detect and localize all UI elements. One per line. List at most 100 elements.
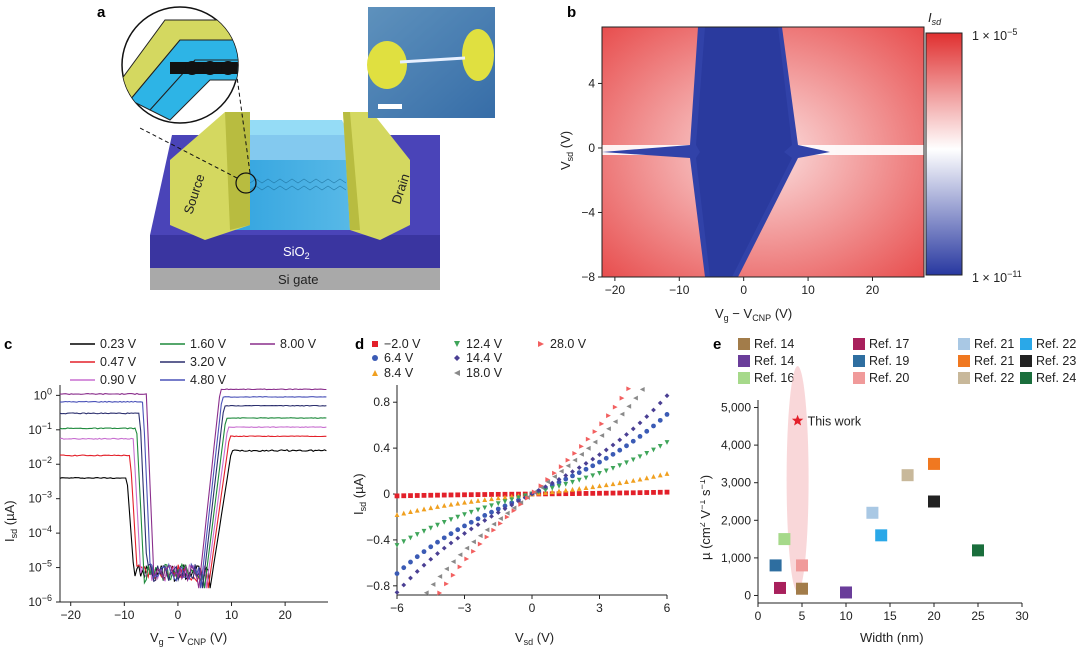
c-series-line [59, 404, 327, 589]
d-data-point [475, 507, 481, 513]
d-data-point [630, 457, 636, 463]
d-data-point [590, 473, 596, 479]
d-data-point [583, 461, 589, 466]
panel-label-b: b [567, 4, 577, 21]
d-xtick-label: −6 [390, 601, 404, 615]
e-data-point [928, 457, 940, 470]
d-data-point [444, 566, 449, 572]
e-data-point [928, 495, 940, 508]
this-work-highlight [786, 366, 809, 592]
this-work-star [791, 414, 804, 426]
d-data-point [462, 499, 467, 505]
e-legend-swatch [958, 372, 970, 384]
d-data-point [633, 395, 638, 401]
d-data-point [599, 421, 605, 427]
d-data-point [563, 491, 569, 497]
d-data-point [606, 426, 611, 432]
d-data-point [597, 470, 602, 476]
d-ytick-label: −0.8 [366, 579, 390, 593]
c-series-line [59, 396, 327, 589]
d-data-point [468, 519, 474, 525]
d-data-point [630, 438, 636, 444]
d-data-point [394, 543, 400, 548]
e-legend-label: Ref. 24 [1036, 371, 1076, 385]
d-data-point [435, 504, 440, 509]
d-xtick-label: 3 [596, 601, 603, 615]
d-data-point [619, 395, 625, 401]
d-data-point [401, 582, 407, 588]
d-legend-marker [372, 370, 378, 376]
d-data-point [576, 470, 582, 476]
transfer-curves-chart: 0.23 V 0.47 V 0.90 V 1.60 V 3.20 V 4.80 V 8.00… [2, 337, 328, 647]
d-data-point [617, 480, 623, 486]
zoom-marker [235, 172, 257, 194]
e-legend-swatch [1020, 338, 1032, 350]
d-data-point [448, 517, 454, 523]
e-ytick-label: 5,000 [721, 401, 751, 415]
d-data-point [570, 479, 575, 485]
d-data-point [491, 521, 497, 527]
d-data-point [651, 490, 656, 495]
d-data-point [509, 497, 515, 503]
d-data-point [455, 492, 461, 498]
d-data-point [489, 514, 494, 519]
d-data-point [462, 492, 467, 498]
c-series-line [60, 388, 327, 589]
d-data-point [504, 510, 510, 516]
e-data-point [774, 581, 786, 594]
d-data-point [603, 447, 609, 453]
d-legend-marker [454, 370, 460, 376]
d-data-point [590, 484, 596, 490]
d-data-point [630, 426, 636, 432]
d-ylabel: Isd (µA) [351, 473, 368, 515]
d-legend-label: 14.4 V [466, 351, 503, 365]
d-data-point [657, 489, 663, 495]
e-data-point [796, 559, 808, 572]
b-ylabel: Vsd (V) [558, 131, 575, 170]
e-ytick-label: 0 [744, 588, 751, 602]
d-data-point [495, 491, 501, 497]
d-data-point [637, 454, 643, 460]
e-data-point [866, 506, 879, 519]
e-ylabel: µ (cm2 V−1 s−1) [700, 475, 713, 560]
c-ytick-label: 10−4 [28, 524, 52, 540]
d-data-point [484, 534, 490, 540]
b-xtick-label: −20 [605, 283, 626, 297]
d-data-point [610, 442, 616, 448]
b-xtick-label: 20 [866, 283, 880, 297]
c-xlabel: Vg − VCNP (V) [150, 630, 227, 647]
d-data-point [475, 498, 481, 503]
d-data-point [657, 400, 663, 406]
d-data-point [651, 407, 656, 413]
d-data-point [441, 519, 447, 525]
d-data-point [597, 483, 602, 489]
d-data-point [495, 506, 501, 512]
d-data-point [570, 486, 575, 492]
d-data-point [450, 572, 456, 578]
d-data-point [592, 429, 598, 435]
d-ytick-label: −0.4 [366, 533, 390, 547]
panel-label-d: d [355, 336, 365, 353]
e-ytick-label: 3,000 [721, 476, 751, 490]
colorbar-title: Isd [928, 10, 942, 27]
d-legend-marker [454, 355, 460, 361]
c-ytick-label: 10−6 [28, 593, 52, 609]
d-xtick-label: 6 [664, 601, 671, 615]
d-data-point [468, 492, 474, 498]
e-xtick-label: 10 [839, 609, 853, 623]
d-data-point [477, 533, 483, 539]
d-data-point [414, 493, 420, 498]
d-data-point [502, 494, 508, 500]
e-legend-swatch [738, 338, 750, 350]
e-legend-label: Ref. 14 [754, 337, 794, 351]
si-gate-layer [150, 268, 440, 290]
panel-label-c: c [4, 336, 13, 353]
d-data-point [482, 497, 488, 502]
panel-label-e: e [713, 336, 722, 353]
d-data-point [576, 491, 582, 496]
c-legend-label: 0.90 V [100, 373, 137, 387]
d-data-point [624, 490, 629, 496]
d-data-point [597, 490, 602, 496]
d-data-point [489, 492, 494, 497]
d-data-point [612, 404, 618, 410]
